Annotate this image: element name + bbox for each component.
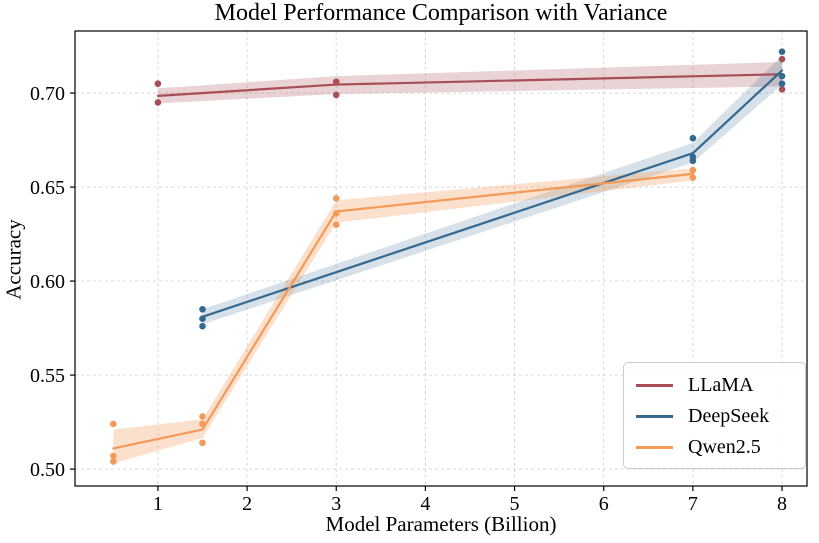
series-llama-data-point <box>332 91 340 99</box>
series-deepseek-data-point <box>778 80 786 87</box>
series-llama-data-point <box>154 99 162 106</box>
legend-line-swatch-qwen2-5 <box>636 446 673 449</box>
series-llama-data-point <box>332 78 340 86</box>
series-deepseek-data-point <box>199 322 206 330</box>
legend-item-deepseek: DeepSeek <box>636 401 805 432</box>
series-qwen2-5-data-point <box>199 420 206 428</box>
series-qwen2-5-variance-band <box>113 168 693 464</box>
x-tick-label-4: 4 <box>420 493 430 515</box>
series-llama-data-point <box>778 55 786 63</box>
series-deepseek-data-point <box>199 305 206 313</box>
series-deepseek-data-point <box>199 315 206 322</box>
series-qwen2-5-data-point <box>689 166 697 174</box>
series-llama-data-point <box>778 85 786 93</box>
series-llama-variance-band <box>157 62 783 104</box>
x-tick-label-8: 8 <box>777 493 787 515</box>
series-qwen2-5-data-point <box>199 439 206 447</box>
legend-label-deepseek: DeepSeek <box>688 405 770 427</box>
x-tick-label-6: 6 <box>599 493 609 515</box>
y-tick-label-0.55: 0.55 <box>30 365 65 387</box>
series-qwen2-5-data-point <box>332 221 340 228</box>
series-deepseek-data-point <box>689 157 697 165</box>
series-qwen2-5-data-point <box>332 210 340 217</box>
series-deepseek-data-point <box>778 48 786 55</box>
x-tick-label-2: 2 <box>242 493 252 515</box>
y-axis-label: Accuracy <box>1 219 26 300</box>
series-llama-data-point <box>154 80 162 87</box>
chart-title: Model Performance Comparison with Varian… <box>214 0 668 26</box>
series-deepseek-data-point <box>689 134 697 142</box>
x-tick-label-3: 3 <box>331 493 341 515</box>
legend-item-llama: LLaMA <box>636 370 805 401</box>
legend-label-qwen2-5: Qwen2.5 <box>688 436 761 458</box>
x-tick-label-7: 7 <box>688 493 698 515</box>
legend-line-swatch-deepseek <box>636 415 673 418</box>
legend-item-qwen2-5: Qwen2.5 <box>636 432 805 463</box>
series-qwen2-5-data-point <box>110 458 117 465</box>
series-deepseek-mean-line <box>201 69 784 318</box>
y-tick-label-0.5: 0.50 <box>30 459 65 481</box>
legend: LLaMA DeepSeek Qwen2.5 <box>623 362 806 469</box>
series-qwen2-5-mean-line <box>112 172 694 450</box>
x-tick-label-5: 5 <box>510 493 520 515</box>
series-qwen2-5-data-point <box>110 452 117 460</box>
x-tick-label-1: 1 <box>153 493 163 515</box>
legend-line-swatch-llama <box>636 384 673 387</box>
series-qwen2-5-data-point <box>332 195 340 202</box>
plot-border <box>74 30 808 487</box>
y-tick-label-0.6: 0.60 <box>30 271 65 293</box>
y-tick-label-0.65: 0.65 <box>30 177 65 199</box>
x-axis-label: Model Parameters (Billion) <box>325 512 557 536</box>
series-deepseek-data-point <box>778 72 786 80</box>
series-qwen2-5-data-point <box>689 174 697 181</box>
series-qwen2-5-data-point <box>110 420 117 428</box>
series-qwen2-5-data-point <box>199 413 206 420</box>
y-tick-label-0.7: 0.70 <box>30 83 65 105</box>
legend-label-llama: LLaMA <box>688 374 754 396</box>
